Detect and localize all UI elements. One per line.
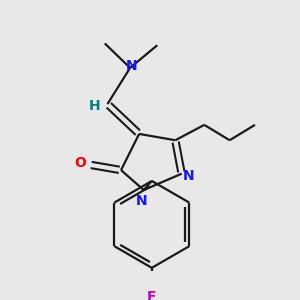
Text: N: N	[183, 169, 195, 182]
Text: O: O	[74, 156, 86, 170]
Text: F: F	[147, 290, 157, 300]
Text: N: N	[136, 194, 148, 208]
Text: H: H	[89, 99, 100, 113]
Text: N: N	[126, 59, 138, 73]
